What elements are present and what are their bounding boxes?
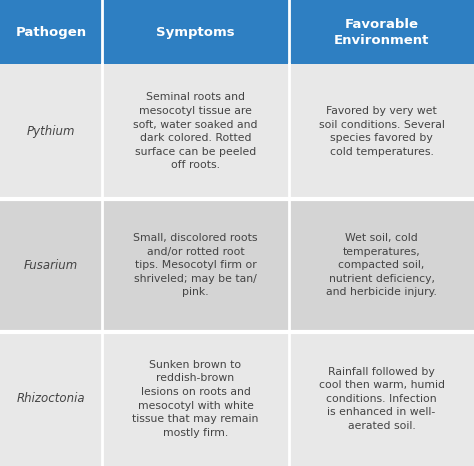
Text: Wet soil, cold
temperatures,
compacted soil,
nutrient deficiency,
and herbicide : Wet soil, cold temperatures, compacted s… (326, 233, 437, 297)
Bar (289, 199, 474, 332)
Bar (0, 64, 102, 199)
Bar (102, 199, 289, 332)
Text: Rhizoctonia: Rhizoctonia (17, 392, 85, 405)
Bar (102, 0, 289, 64)
Bar (289, 64, 474, 199)
Text: Fusarium: Fusarium (24, 259, 78, 272)
Text: Favored by very wet
soil conditions. Several
species favored by
cold temperature: Favored by very wet soil conditions. Sev… (319, 106, 445, 157)
Bar (0, 0, 102, 64)
Bar (0, 199, 102, 332)
Bar (102, 64, 289, 199)
Text: Rainfall followed by
cool then warm, humid
conditions. Infection
is enhanced in : Rainfall followed by cool then warm, hum… (319, 367, 445, 431)
Bar (289, 332, 474, 466)
Text: Symptoms: Symptoms (156, 26, 235, 39)
Bar (102, 332, 289, 466)
Bar (0, 332, 102, 466)
Text: Favorable
Environment: Favorable Environment (334, 18, 429, 47)
Text: Pathogen: Pathogen (15, 26, 87, 39)
Text: Sunken brown to
reddish-brown
lesions on roots and
mesocotyl with white
tissue t: Sunken brown to reddish-brown lesions on… (132, 360, 259, 438)
Text: Pythium: Pythium (27, 125, 75, 138)
Bar (289, 0, 474, 64)
Text: Seminal roots and
mesocotyl tissue are
soft, water soaked and
dark colored. Rott: Seminal roots and mesocotyl tissue are s… (133, 92, 258, 171)
Text: Small, discolored roots
and/or rotted root
tips. Mesocotyl firm or
shriveled; ma: Small, discolored roots and/or rotted ro… (133, 233, 258, 297)
